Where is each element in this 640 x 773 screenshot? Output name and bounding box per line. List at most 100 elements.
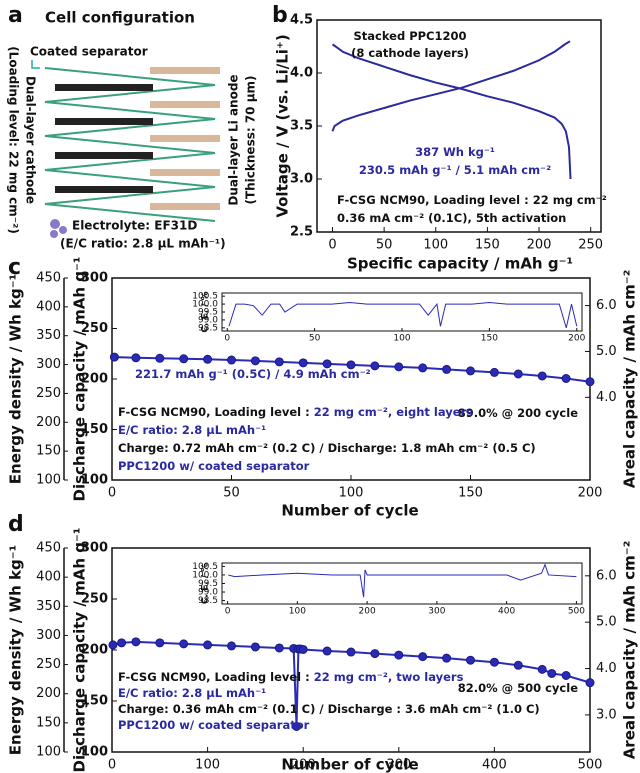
annotation-part: 22 mg cm⁻², two layers [314, 670, 464, 684]
panel-letter: a [8, 3, 23, 28]
x-tick-label: 500 [578, 758, 603, 773]
series-line [331, 43, 572, 180]
y3-tick-label: 250 [36, 386, 61, 401]
data-point [394, 650, 404, 660]
data-point [537, 371, 547, 381]
annotation-part: F-CSG NCM90, Loading level : [118, 670, 314, 684]
annotation-part: 22 mg cm⁻², eight layers [314, 405, 473, 419]
y-tick-label: 100 [81, 745, 108, 760]
x-tick-label: 250 [578, 238, 603, 253]
x-tick-label: 400 [498, 607, 515, 617]
y-axis-title: C. E. / % [201, 563, 211, 604]
data-point [394, 362, 404, 372]
x-tick-label: 100 [339, 486, 364, 501]
y2-tick-label: 3.0 [596, 707, 617, 722]
x-tick-label: 200 [568, 334, 585, 344]
y3-tick-label: 400 [36, 299, 61, 314]
anodes [150, 67, 220, 210]
annotation: F-CSG NCM90, Loading level : 22 mg cm⁻²,… [118, 670, 464, 684]
electrolyte-label: Electrolyte: EF31D [72, 219, 197, 233]
y-tick-label: 3.5 [290, 119, 313, 134]
y2-axis-title: Areal capacity / mAh cm⁻² [621, 541, 639, 760]
x-tick-label: 0 [108, 758, 116, 773]
y-tick-label: 100.0 [192, 570, 218, 580]
y3-tick-label: 350 [36, 328, 61, 343]
anode [150, 101, 220, 108]
data-point [250, 356, 260, 366]
annotation: E/C ratio: 2.8 µL mAh⁻¹ [118, 686, 266, 700]
y3-tick-label: 250 [36, 657, 61, 672]
y-tick-label: 98.5 [198, 323, 218, 333]
separator-label: Coated separator [30, 45, 148, 59]
y3-tick-label: 200 [36, 415, 61, 430]
data-point [298, 358, 308, 368]
x-tick-label: 150 [458, 486, 483, 501]
panel-letter: b [272, 3, 288, 28]
data-point [322, 359, 332, 369]
annotation-part: 230.5 mAh g⁻¹ / 5.1 mAh cm⁻² [359, 163, 551, 177]
data-point [489, 367, 499, 377]
anode [150, 169, 220, 176]
y-tick-label: 100.0 [192, 300, 218, 310]
annotation-part: PPC1200 w/ coated separator [118, 459, 310, 473]
y3-tick-label: 450 [36, 271, 61, 286]
y-tick-label: 200 [81, 643, 108, 658]
y-tick-label: 150 [81, 694, 108, 709]
x-axis-title: Number of cycle [281, 756, 418, 773]
x-tick-label: 100 [289, 607, 306, 617]
x-axis-title: Specific capacity / mAh g⁻¹ [347, 255, 573, 273]
data-point [227, 355, 236, 365]
data-point [292, 722, 302, 731]
y3-tick-label: 150 [36, 444, 61, 459]
data-point [547, 668, 557, 678]
cathode-detail: (Loading level: 22 mg cm⁻²) [7, 46, 21, 234]
droplet [59, 226, 67, 234]
annotation-part: Stacked PPC1200 [353, 29, 466, 43]
y-axis-title: Discharge capacity / mAh g⁻¹ [71, 257, 89, 502]
y-tick-label: 99.0 [198, 315, 218, 325]
data-point [537, 664, 547, 674]
panel-letter: d [8, 512, 24, 537]
droplet [50, 230, 58, 238]
cell-schematic: a Cell configuration Coated separator Du… [7, 3, 258, 251]
data-point [418, 363, 428, 373]
series-line [228, 301, 578, 328]
data-point [561, 671, 571, 680]
annotation-part: 89.0% @ 200 cycle [458, 406, 578, 420]
y2-tick-label: 5.0 [596, 615, 617, 630]
data-point [466, 655, 475, 665]
annotation-part: 387 Wh kg⁻¹ [415, 145, 495, 159]
y3-tick-label: 300 [36, 357, 61, 372]
y-tick-label: 100 [81, 473, 108, 488]
inset-background [222, 563, 582, 604]
annotation-part: F-CSG NCM90, Loading level : [118, 405, 314, 419]
data-point [117, 638, 127, 648]
x-tick-label: 200 [291, 758, 316, 773]
panel: d0 100 200 300 400 5001001502002503003.04.05.… [7, 512, 639, 773]
y-tick-label: 100.5 [192, 562, 218, 572]
x-tick-label: 0 [225, 607, 231, 617]
x-tick-label: 50 [376, 238, 393, 253]
y3-tick-label: 400 [36, 570, 61, 585]
data-point [131, 353, 141, 363]
y3-tick-label: 100 [36, 745, 61, 760]
y-axis-title: Voltage / V (vs. Li/Li⁺) [274, 34, 292, 217]
y-tick-label: 300 [81, 271, 108, 286]
cathode-label: Dual-layer cathode [24, 76, 38, 204]
data-point [370, 649, 380, 659]
data-point [250, 642, 260, 652]
pointer [31, 60, 40, 69]
y3-axis-title: Energy density / Wh kg⁻¹ [7, 274, 25, 484]
annotation: 0.36 mA cm⁻² (0.1C), 5th activation [337, 211, 566, 225]
data-point [489, 657, 499, 667]
annotation-part: Charge: 0.36 mAh cm⁻² (0.1 C) / Discharg… [118, 702, 540, 716]
data-point [513, 369, 523, 379]
panel: b 0 50 100 150 200 250 2.5 3.0 3.5 4.0 4.5 Specific … [272, 3, 607, 273]
annotation: 82.0% @ 500 cycle [458, 681, 578, 695]
data-point [442, 653, 452, 663]
y-tick-label: 99.5 [198, 579, 218, 589]
y-tick-label: 300 [81, 541, 108, 556]
y2-tick-label: 4.0 [596, 661, 617, 676]
annotation-part: 221.7 mAh g⁻¹ (0.5C) / 4.9 mAh cm⁻² [135, 367, 371, 381]
